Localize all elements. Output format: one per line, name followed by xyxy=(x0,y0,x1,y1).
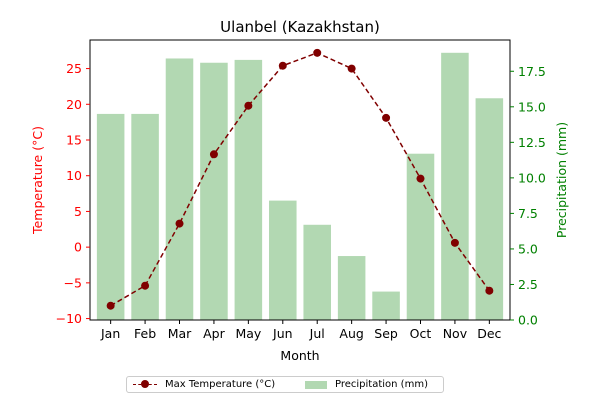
right-y-axis: 0.0 2.5 5.0 7.5 10.0 12.5 15.0 17.5 xyxy=(510,64,546,328)
legend: Max Temperature (°C) Precipitation (mm) xyxy=(126,376,444,393)
x-tick-label-may: May xyxy=(235,326,261,341)
x-axis: Jan Feb Mar Apr May Jun Jul Aug Sep Oct Nov Dec xyxy=(100,320,502,341)
right-tick-label-5: 12.5 xyxy=(518,135,546,150)
precip-bar-apr xyxy=(200,62,228,320)
precip-bar-nov xyxy=(441,52,469,321)
right-y-axis-label: Precipitation (mm) xyxy=(554,122,569,238)
legend-line-marker-icon xyxy=(133,377,157,392)
temp-point-may xyxy=(244,101,253,110)
right-tick-label-6: 15.0 xyxy=(518,99,546,114)
x-tick-label-nov: Nov xyxy=(443,326,468,341)
x-axis-label: Month xyxy=(280,348,319,363)
precipitation-bars xyxy=(96,52,504,321)
left-tick-label-7: 25 xyxy=(66,61,82,76)
left-y-axis-label: Temperature (°C) xyxy=(30,126,45,235)
precip-bar-aug xyxy=(337,256,366,320)
x-tick-label-feb: Feb xyxy=(134,326,156,341)
right-tick-label-1: 2.5 xyxy=(518,277,538,292)
temp-point-mar xyxy=(175,219,184,228)
temp-point-sep xyxy=(382,113,391,122)
left-tick-label-1: −5 xyxy=(64,275,82,290)
left-tick-label-2: 0 xyxy=(74,240,82,255)
legend-item-precipitation: Precipitation (mm) xyxy=(305,377,428,392)
precip-bar-jan xyxy=(96,113,125,320)
precip-bar-may xyxy=(234,59,263,321)
temp-point-dec xyxy=(485,286,494,295)
right-tick-label-3: 7.5 xyxy=(518,206,538,221)
precip-bar-dec xyxy=(475,98,504,320)
temp-point-jul xyxy=(313,48,322,57)
left-tick-label-3: 5 xyxy=(74,204,82,219)
left-tick-label-0: −10 xyxy=(56,311,82,326)
temperature-series-line xyxy=(110,52,490,307)
right-tick-label-2: 5.0 xyxy=(518,241,538,256)
x-tick-label-dec: Dec xyxy=(477,326,501,341)
precip-bar-jun xyxy=(269,200,297,320)
right-tick-label-7: 17.5 xyxy=(518,64,546,79)
temp-point-jan xyxy=(106,301,115,310)
temperature-line xyxy=(106,48,494,310)
temp-point-aug xyxy=(347,64,356,73)
temp-point-jun xyxy=(278,61,287,70)
left-y-axis: −10 −5 0 5 10 15 20 25 xyxy=(56,61,90,326)
left-tick-label-6: 20 xyxy=(66,97,82,112)
legend-item-temperature: Max Temperature (°C) xyxy=(133,377,275,392)
x-tick-label-jun: Jun xyxy=(272,326,293,341)
chart-title: Ulanbel (Kazakhstan) xyxy=(220,18,380,36)
left-tick-label-4: 10 xyxy=(66,168,82,183)
temp-point-oct xyxy=(416,174,425,183)
legend-label-temperature: Max Temperature (°C) xyxy=(165,379,276,390)
temp-point-feb xyxy=(141,281,150,290)
x-tick-label-apr: Apr xyxy=(203,326,225,341)
x-tick-label-oct: Oct xyxy=(410,326,432,341)
precip-bar-jul xyxy=(303,224,331,320)
right-tick-label-4: 10.0 xyxy=(518,170,546,185)
x-tick-label-jul: Jul xyxy=(309,326,325,341)
x-tick-label-jan: Jan xyxy=(100,326,120,341)
x-tick-label-sep: Sep xyxy=(374,326,398,341)
precip-bar-mar xyxy=(165,58,194,320)
x-tick-label-mar: Mar xyxy=(168,326,192,341)
legend-bar-swatch-icon xyxy=(305,380,327,389)
left-tick-label-5: 15 xyxy=(66,133,82,148)
x-tick-label-aug: Aug xyxy=(339,326,363,341)
plot-frame xyxy=(89,39,511,321)
precip-bar-sep xyxy=(372,291,400,320)
legend-label-precipitation: Precipitation (mm) xyxy=(335,379,428,390)
temp-point-nov xyxy=(450,238,459,247)
right-tick-label-0: 0.0 xyxy=(518,313,538,328)
temp-point-apr xyxy=(209,150,218,159)
